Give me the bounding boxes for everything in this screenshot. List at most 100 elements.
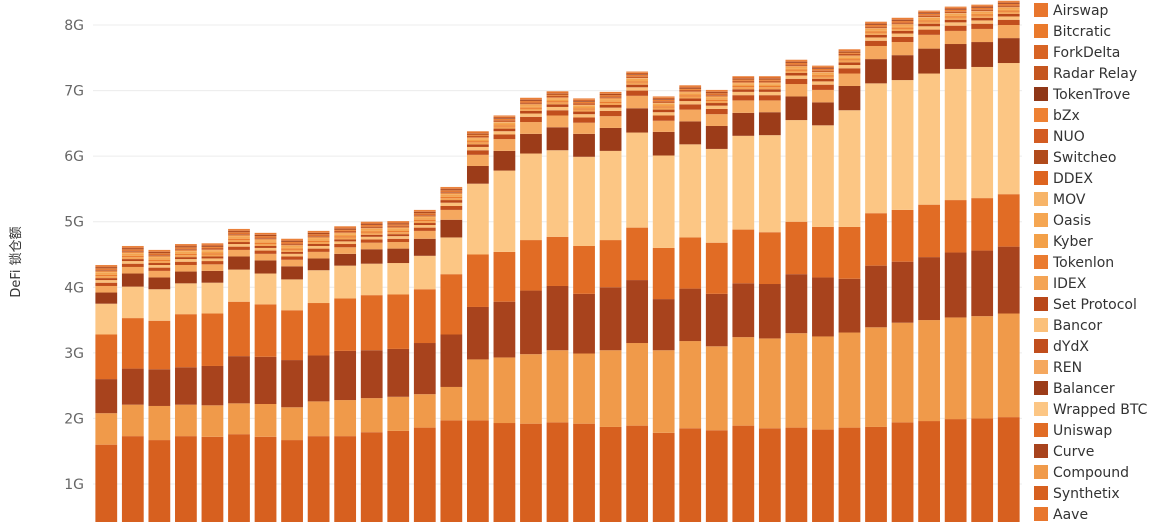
bar-segment [758,78,781,80]
bar-segment [626,78,649,81]
bar-segment [387,294,410,349]
bar-segment [228,233,250,235]
bar-segment [387,222,410,224]
legend-label: Aave [1053,507,1088,522]
bar-segment [891,30,914,34]
bar-segment [971,23,994,29]
bar-segment [546,101,569,103]
bar-segment [679,91,702,93]
bar-segment [652,105,675,107]
legend-label: MOV [1053,192,1086,208]
bar-segment [254,232,277,234]
bar-segment [413,211,436,212]
bar-segment [918,13,940,14]
bar-segment [918,11,940,13]
bar-segment [785,75,808,79]
bar-segment [838,65,861,69]
bar-segment [812,65,834,67]
bar-segment [413,215,436,216]
bar-segment [95,274,118,277]
bar-segment [785,221,808,275]
y-tick-label: 4G [64,280,84,296]
bar-segment [599,98,622,100]
bar-segment [865,40,887,46]
bar-segment [440,209,463,220]
bar-segment [997,417,1020,522]
y-tick-label: 6G [64,149,84,165]
bar-segment [175,259,197,262]
bar-segment [573,101,595,102]
bar-segment [599,105,622,108]
bar-segment [121,251,144,253]
bar-stack [705,89,728,522]
bar-segment [121,273,144,287]
bar-segment [466,132,489,134]
bar-segment [705,95,728,97]
bar-segment [971,198,994,251]
bar-segment [838,57,861,60]
bar-segment [493,124,516,126]
bar-segment [626,73,649,75]
bar-segment [387,226,410,227]
legend-swatch [1034,24,1048,38]
bar-segment [228,301,250,357]
bar-segment [652,115,675,121]
bar-segment [546,104,569,107]
bar-segment [387,234,410,237]
bar-segment [95,266,118,268]
bar-segment [918,26,940,30]
bar-segment [573,103,595,105]
bar-segment [732,78,755,79]
bar-segment [413,212,436,214]
bar-segment [652,96,675,98]
bar-segment [334,244,357,248]
bar-segment [705,89,728,91]
bar-segment [705,125,728,149]
bar-segment [493,126,516,129]
bar-segment [838,226,861,279]
bar-segment [148,256,171,258]
bar-segment [387,221,410,222]
bar-segment [387,238,410,243]
bar-segment [228,228,250,230]
bar-segment [971,9,994,10]
bar-segment [175,250,197,252]
bar-segment [228,242,250,245]
bar-segment [865,213,887,266]
bar-segment [466,165,489,184]
legend-swatch [1034,192,1048,206]
bar-segment [626,343,649,426]
bar-segment [307,242,330,245]
bar-segment [387,229,410,231]
bar-segment [121,404,144,437]
bar-stack [493,115,516,522]
legend-swatch [1034,3,1048,17]
bar-segment [679,86,702,88]
bar-segment [520,122,542,134]
bar-segment [785,72,808,76]
bar-segment [652,99,675,100]
bar-stack [413,209,436,522]
bar-segment [201,244,224,246]
bar-segment [121,255,144,258]
bar-segment [440,188,463,189]
bar-segment [307,355,330,402]
legend-label: IDEX [1053,276,1087,292]
bar-segment [201,254,224,257]
bar-segment [573,122,595,134]
bar-segment [201,405,224,437]
bar-segment [891,322,914,423]
legend-swatch [1034,486,1048,500]
bar-segment [758,79,781,81]
bar-segment [148,254,171,256]
bar-segment [732,81,755,83]
bar-segment [626,71,649,73]
bar-segment [997,38,1020,64]
bar-stack [254,232,277,522]
bar-segment [281,407,303,441]
bar-segment [387,263,410,295]
bar-segment [466,131,489,132]
legend-swatch [1034,423,1048,437]
bar-segment [758,84,781,86]
